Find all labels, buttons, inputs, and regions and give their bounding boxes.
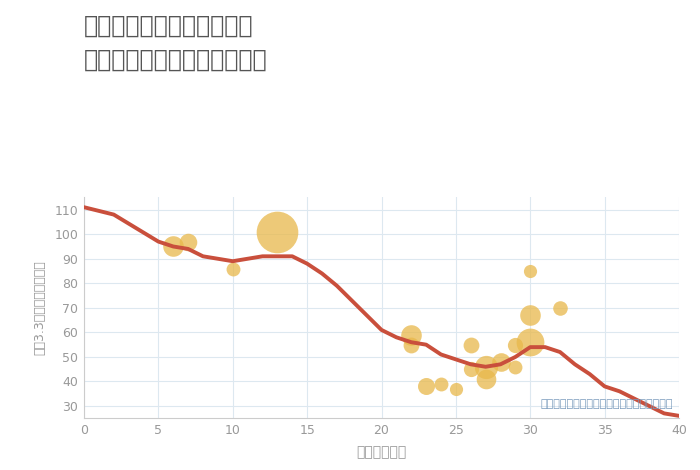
Point <box>554 304 566 312</box>
Y-axis label: 坪（3.3㎡）単価（万円）: 坪（3.3㎡）単価（万円） <box>33 260 46 355</box>
Text: 円の大きさは、取引のあった物件面積を示す: 円の大きさは、取引のあった物件面積を示す <box>540 400 673 409</box>
Point <box>510 341 521 348</box>
Point <box>272 228 283 235</box>
Point <box>495 358 506 366</box>
Point <box>406 341 417 348</box>
Point <box>227 265 238 272</box>
Point <box>480 363 491 370</box>
Point <box>480 375 491 383</box>
Point <box>406 331 417 338</box>
Point <box>525 312 536 319</box>
Point <box>525 267 536 275</box>
Point <box>450 385 461 392</box>
Point <box>510 363 521 370</box>
Point <box>421 383 432 390</box>
Point <box>183 238 194 245</box>
Point <box>168 243 179 250</box>
Point <box>465 366 476 373</box>
Text: 奈良県奈良市三条大宮町の
築年数別中古マンション価格: 奈良県奈良市三条大宮町の 築年数別中古マンション価格 <box>84 14 267 71</box>
Point <box>435 380 447 388</box>
X-axis label: 築年数（年）: 築年数（年） <box>356 445 407 459</box>
Point <box>525 338 536 346</box>
Point <box>465 341 476 348</box>
